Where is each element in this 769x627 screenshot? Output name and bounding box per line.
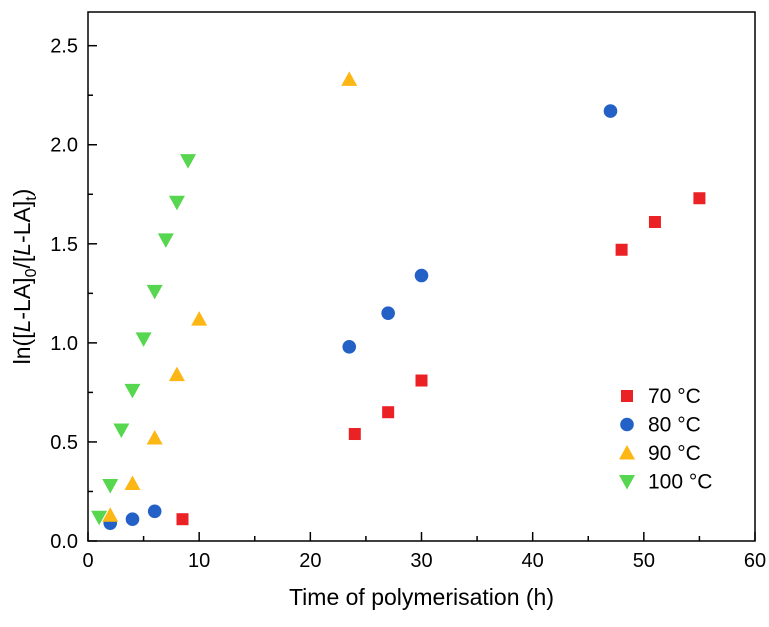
triangle-down-marker-icon [146, 284, 163, 300]
x-tick-label: 0 [82, 550, 93, 572]
square-marker-icon [648, 216, 661, 229]
triangle-down-marker-icon [180, 154, 197, 169]
triangle-down-marker-icon [124, 383, 141, 399]
triangle-up-marker-icon [619, 445, 635, 460]
series-0 [176, 192, 706, 526]
square-marker-icon [415, 374, 428, 387]
x-tick-label: 20 [299, 550, 321, 572]
y-tick-label: 1.5 [50, 234, 78, 256]
tick-labels: 0 10 20 30 40 50 60 0.0 0.5 1.0 1.5 2.0 2.5 [50, 36, 766, 572]
x-tick-label: 10 [188, 550, 210, 572]
series-1 [103, 104, 618, 530]
triangle-down-marker-icon [619, 475, 635, 490]
circle-marker-icon [381, 306, 395, 320]
legend-marker [619, 475, 635, 490]
legend-marker [620, 417, 634, 432]
triangle-down-marker-icon [102, 479, 119, 494]
square-marker-icon [348, 428, 361, 441]
square-marker-icon [176, 513, 189, 526]
triangle-down-marker-icon [91, 510, 108, 526]
y-tick-label: 0.0 [50, 531, 78, 553]
series-3 [91, 154, 197, 526]
triangle-down-marker-icon [168, 195, 185, 211]
square-marker-icon [382, 406, 395, 419]
triangle-up-marker-icon [146, 429, 163, 445]
triangle-up-marker-icon [191, 311, 208, 326]
triangle-up-marker-icon [124, 475, 141, 491]
legend-label: 80 °C [648, 414, 701, 437]
legend-label: 100 °C [648, 471, 712, 494]
circle-marker-icon [620, 417, 634, 432]
y-tick-label: 1.0 [50, 333, 78, 355]
x-tick-label: 40 [522, 550, 544, 572]
x-tick-label: 30 [410, 550, 432, 572]
x-tick-label: 60 [744, 550, 766, 572]
circle-marker-icon [147, 504, 162, 519]
square-marker-icon [615, 243, 628, 256]
square-marker-icon [693, 192, 706, 205]
triangle-up-marker-icon [341, 71, 358, 86]
y-axis-title: ln([L-LA]0/[L-LA]t) [9, 189, 40, 365]
triangle-down-marker-icon [113, 423, 130, 439]
y-tick-label: 2.5 [50, 36, 78, 58]
square-marker-icon [621, 390, 633, 402]
legend: 70 °C 80 °C 90 °C 100 °C [619, 385, 712, 494]
y-tick-label: 2.0 [50, 135, 78, 157]
legend-marker [619, 445, 635, 460]
circle-marker-icon [342, 340, 357, 354]
triangle-down-marker-icon [135, 332, 152, 347]
triangle-down-marker-icon [157, 233, 174, 248]
x-axis-title: Time of polymerisation (h) [289, 584, 554, 610]
triangle-up-marker-icon [102, 507, 119, 522]
legend-label: 90 °C [648, 442, 701, 465]
triangle-up-marker-icon [168, 366, 185, 382]
circle-marker-icon [603, 104, 618, 118]
legend-label: 70 °C [648, 385, 701, 408]
y-tick-label: 0.5 [50, 432, 78, 454]
circle-marker-icon [414, 268, 429, 283]
axes [87, 11, 756, 542]
x-tick-label: 50 [633, 550, 655, 572]
circle-marker-icon [125, 512, 140, 527]
legend-marker [621, 390, 633, 402]
series-2 [102, 71, 358, 522]
